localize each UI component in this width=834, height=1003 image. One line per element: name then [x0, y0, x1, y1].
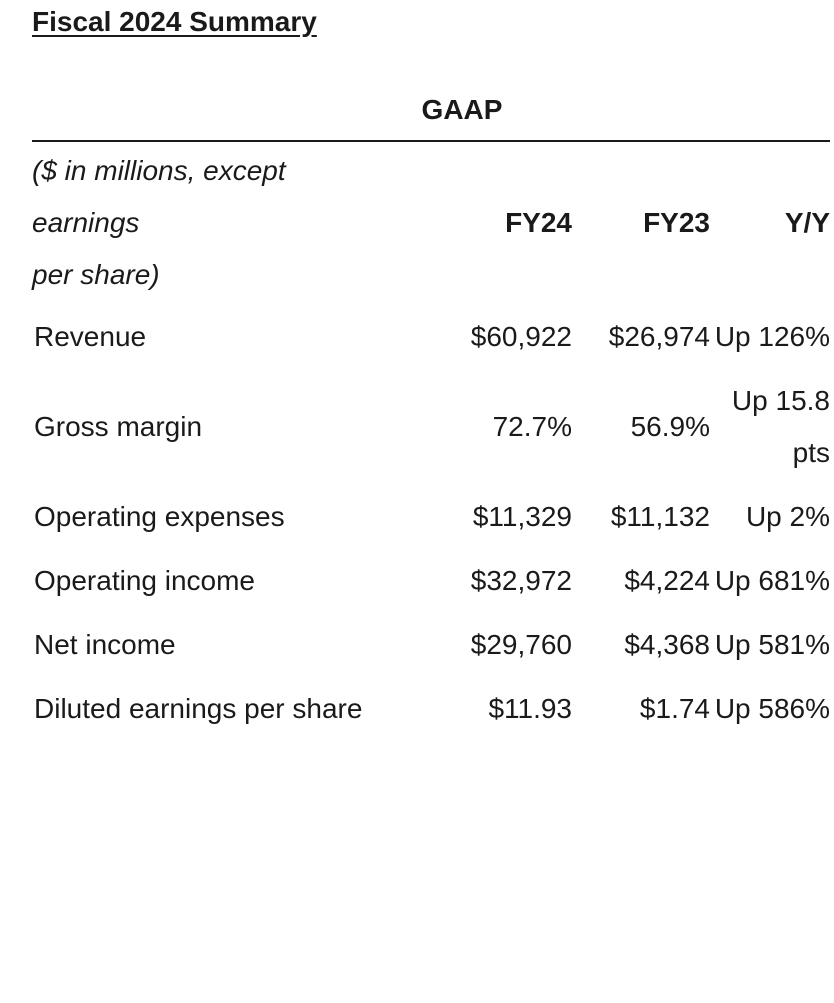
unit-note: ($ in millions, except earnings per share): [32, 145, 450, 301]
table-row: Operating income $32,972 $4,224 Up 681%: [32, 545, 830, 609]
table-head: ($ in millions, except earnings per share)…: [32, 145, 830, 301]
row-label: Revenue: [34, 321, 147, 352]
row-label: Gross margin: [34, 411, 203, 442]
unit-note-line: ($ in millions, except: [32, 155, 286, 186]
title: Fiscal 2024 Summary: [32, 6, 317, 37]
cell: $11,329: [472, 501, 572, 532]
group-header: GAAP: [32, 92, 830, 142]
row-label: Net income: [34, 629, 176, 660]
table-body: Revenue $60,922 $26,974 Up 126% Gross margin…: [32, 301, 830, 737]
table-row: Diluted earnings per share $11.93 $1.74 Up …: [32, 673, 830, 737]
cell: $1.74: [639, 693, 710, 724]
table-row: Net income $29,760 $4,368 Up 581%: [32, 609, 830, 673]
cell: Up 681%: [714, 565, 830, 596]
table-row: Gross margin 72.7% 56.9% Up 15.8 pts: [32, 365, 830, 481]
cell: Up 126%: [714, 321, 830, 352]
cell: $4,368: [624, 629, 710, 660]
cell: $32,972: [470, 565, 572, 596]
column-header: Y/Y: [784, 207, 830, 238]
cell: Up 15.8 pts: [731, 385, 830, 468]
column-header: FY24: [505, 207, 572, 238]
row-label: Diluted earnings per share: [34, 693, 363, 724]
cell: $29,760: [470, 629, 572, 660]
cell: $60,922: [470, 321, 572, 352]
cell: Up 586%: [714, 693, 830, 724]
group-header-text: GAAP: [421, 94, 503, 125]
summary-table: ($ in millions, except earnings per share)…: [32, 145, 830, 737]
header-row: ($ in millions, except earnings per share)…: [32, 145, 830, 301]
cell: $26,974: [608, 321, 710, 352]
table-row: Operating expenses $11,329 $11,132 Up 2%: [32, 481, 830, 545]
table-row: Revenue $60,922 $26,974 Up 126%: [32, 301, 830, 365]
row-label: Operating income: [34, 565, 256, 596]
row-label: Operating expenses: [34, 501, 285, 532]
cell: Up 581%: [714, 629, 830, 660]
cell: $11,132: [610, 501, 710, 532]
cell: $4,224: [624, 565, 710, 596]
cell: Up 2%: [745, 501, 830, 532]
unit-note-line: earnings: [32, 207, 140, 238]
cell: 72.7%: [492, 411, 572, 442]
column-header: FY23: [643, 207, 710, 238]
cell: 56.9%: [630, 411, 710, 442]
unit-note-line: per share): [32, 259, 160, 290]
cell: $11.93: [488, 693, 572, 724]
